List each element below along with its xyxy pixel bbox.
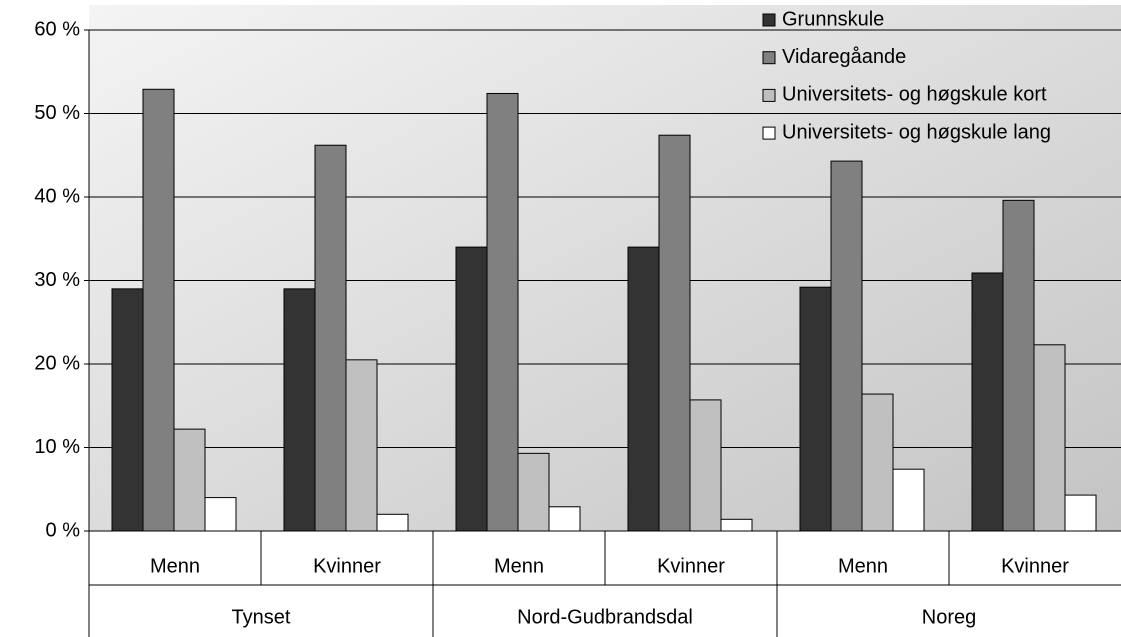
bar	[720, 518, 753, 532]
group-label: Tynset	[232, 606, 291, 628]
y-tick-label: 20 %	[34, 352, 80, 374]
legend-label: Universitets- og høgskule kort	[782, 84, 1047, 106]
y-tick-label: 40 %	[34, 185, 80, 207]
y-tick-label: 10 %	[34, 436, 80, 458]
legend-swatch	[762, 126, 776, 140]
bar	[627, 246, 660, 532]
group-label: Nord-Gudbrandsdal	[517, 606, 693, 628]
y-tick-label: 60 %	[34, 18, 80, 40]
legend-label: Grunnskule	[782, 8, 884, 30]
bar	[1064, 494, 1097, 532]
x-tick-label: Menn	[150, 555, 200, 577]
bar	[173, 428, 206, 532]
bar	[658, 134, 691, 532]
bar	[548, 506, 581, 532]
bar	[314, 144, 347, 532]
bar	[204, 497, 237, 532]
bar	[376, 513, 409, 532]
legend-swatch	[762, 51, 776, 65]
x-tick-label: Kvinner	[657, 555, 725, 577]
bar	[345, 359, 378, 532]
bar	[486, 92, 519, 532]
bar	[689, 399, 722, 532]
bar	[455, 246, 488, 532]
legend-swatch	[762, 88, 776, 102]
x-tick-label: Kvinner	[313, 555, 381, 577]
plot-area	[89, 5, 1121, 531]
legend-label: Universitets- og høgskule lang	[782, 121, 1051, 143]
bar	[861, 393, 894, 532]
x-tick-label: Menn	[838, 555, 888, 577]
y-tick-label: 50 %	[34, 102, 80, 124]
bar	[283, 288, 316, 532]
group-label: Noreg	[922, 606, 976, 628]
legend-label: Vidaregåande	[782, 46, 906, 68]
bar	[111, 288, 144, 532]
bar	[1033, 344, 1066, 532]
x-tick-label: Kvinner	[1001, 555, 1069, 577]
bar	[1002, 199, 1035, 532]
bar	[830, 160, 863, 532]
bar	[971, 272, 1004, 532]
y-tick-label: 30 %	[34, 269, 80, 291]
y-tick-label: 0 %	[46, 519, 81, 541]
legend-swatch	[762, 13, 776, 27]
x-tick-label: Menn	[494, 555, 544, 577]
bar	[799, 286, 832, 532]
bar	[892, 468, 925, 532]
bar	[517, 452, 550, 532]
bar	[142, 88, 175, 532]
